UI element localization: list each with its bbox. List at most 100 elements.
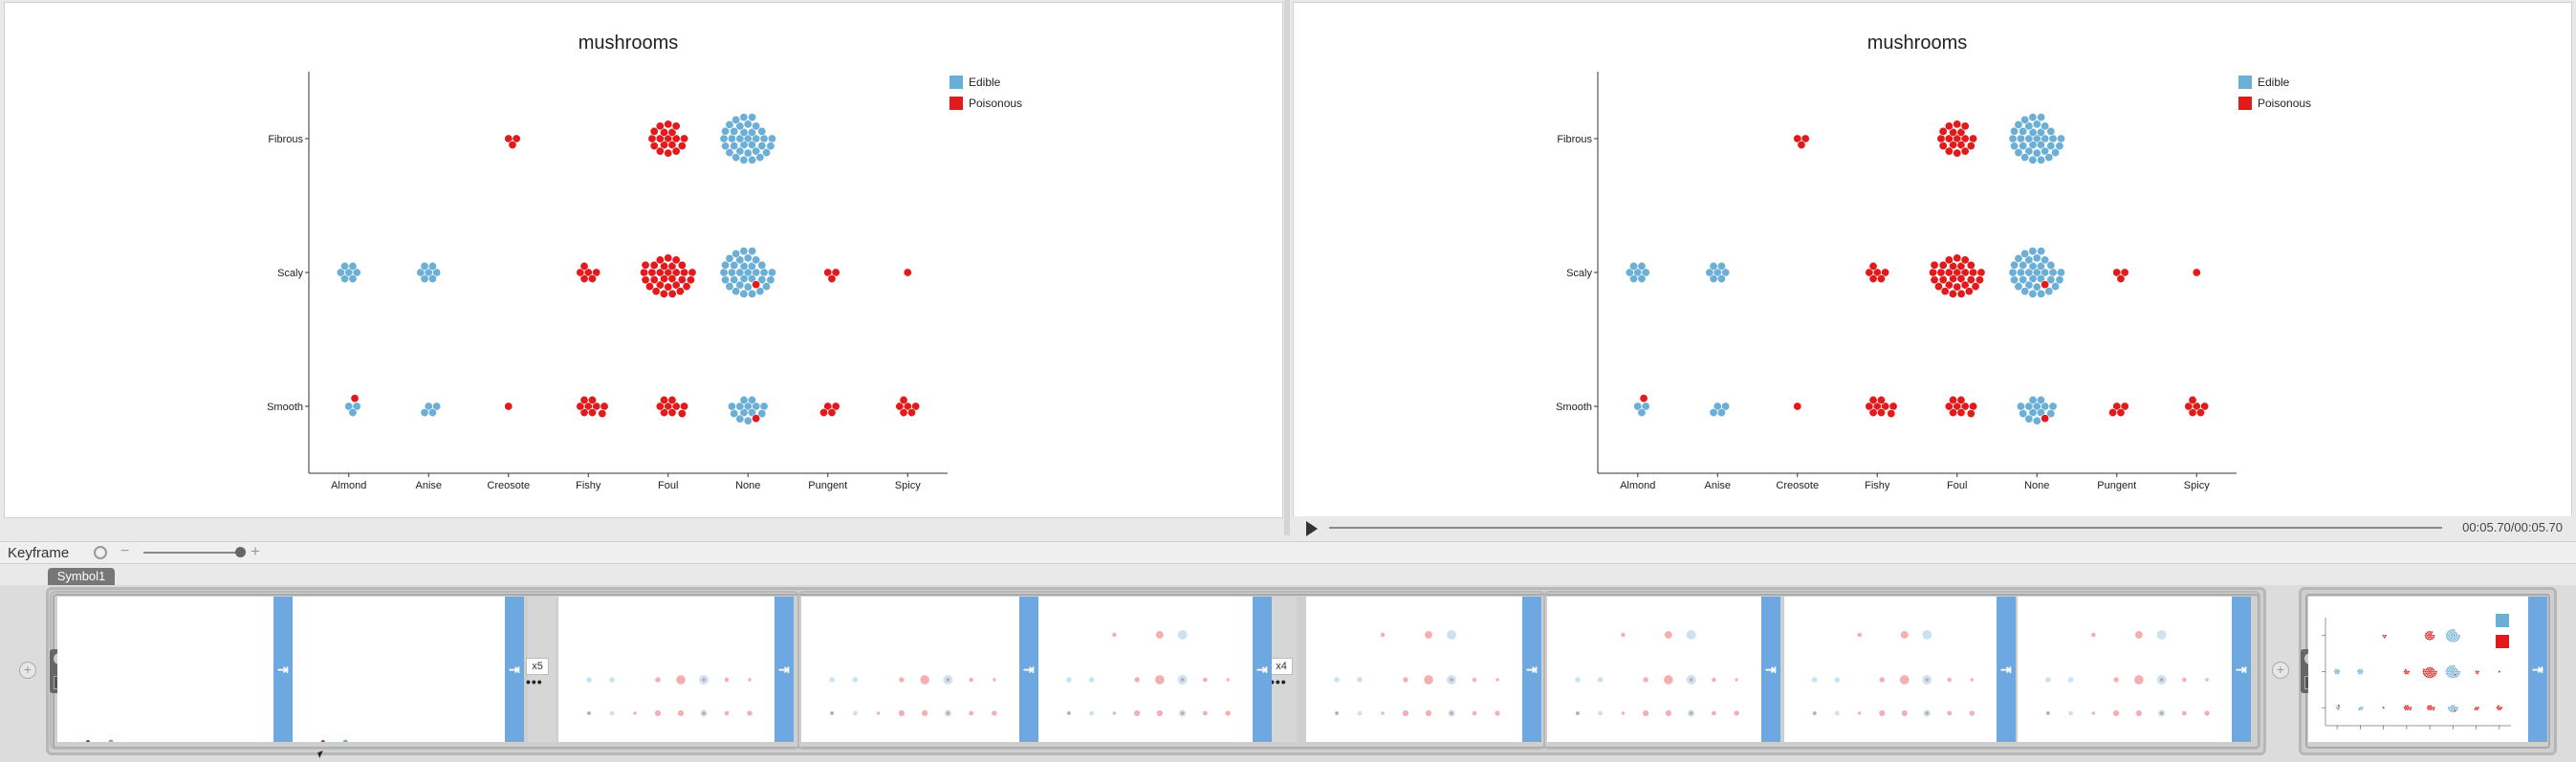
keyframe-thumbnail-chart [586, 675, 753, 717]
data-point-edible [2019, 126, 2028, 136]
data-point-edible [762, 282, 772, 292]
zoom-out-icon[interactable]: − [120, 543, 130, 559]
symbol-tab[interactable]: Symbol1 [48, 568, 115, 585]
data-point-edible [2055, 142, 2064, 151]
data-point-edible [748, 289, 757, 298]
keyframe-thumb[interactable] [2018, 597, 2232, 742]
keyframe-thumbnail-chart [2045, 630, 2210, 717]
data-point-poisonous [2423, 674, 2427, 677]
data-point-edible [2448, 639, 2452, 642]
thumb-point [700, 709, 708, 717]
keyframe-thumb[interactable] [1547, 597, 1761, 742]
data-point-edible [2452, 709, 2455, 713]
data-point-poisonous [1966, 275, 1976, 285]
play-icon[interactable] [1306, 521, 1318, 536]
data-point-edible [727, 268, 736, 277]
x-tick-label: Almond [1620, 480, 1655, 491]
data-point-poisonous [1949, 408, 1958, 418]
data-point-poisonous [2432, 672, 2435, 675]
data-point-poisonous [827, 274, 837, 284]
data-point-edible [2024, 280, 2034, 290]
data-point-poisonous [655, 146, 665, 156]
keyframe-thumb[interactable] [1306, 597, 1522, 742]
keyframe-marker[interactable]: ⇥ [1019, 597, 1038, 742]
thumb-point [1402, 709, 1409, 717]
zoom-slider[interactable] [143, 552, 241, 554]
keyframe-thumb[interactable] [801, 597, 1019, 742]
preview-chart-panel[interactable]: mushrooms Fibrous Scaly Smooth Almond Anise Cr… [1293, 2, 2572, 518]
data-point-poisonous [1944, 255, 1954, 265]
data-point-edible [2455, 675, 2457, 678]
keyframe-thumb[interactable] [1784, 597, 1997, 742]
thumb-point [2135, 709, 2142, 717]
data-point-edible [2449, 638, 2453, 641]
zoom-in-icon[interactable]: + [251, 542, 260, 560]
data-point-edible [2024, 255, 2034, 265]
data-point-edible [2032, 120, 2041, 129]
thumb-point [852, 677, 859, 683]
keyframe-thumb[interactable] [558, 597, 775, 742]
keyframe-marker[interactable]: ⇥ [1761, 597, 1780, 742]
thumb-point [922, 709, 928, 717]
data-point-edible [2041, 146, 2050, 156]
keyframe-thumbnail-chart [1066, 630, 1231, 717]
keyframe-marker[interactable]: ⇥ [1522, 597, 1541, 742]
data-point-edible [1629, 274, 1639, 284]
add-before-icon[interactable]: + [19, 662, 36, 679]
keyframe-group-3[interactable] [1543, 591, 2260, 750]
more-icon[interactable]: ••• [526, 674, 543, 689]
keyframe-marker[interactable]: ⇥ [505, 597, 524, 742]
keyframe-marker[interactable]: ⇥ [2232, 597, 2251, 742]
data-point-poisonous [600, 402, 609, 411]
zoom-slider-handle[interactable] [235, 547, 246, 557]
data-point-edible [1625, 268, 1634, 277]
data-point-edible [2453, 705, 2456, 708]
more-icon[interactable]: ••• [1270, 674, 1287, 689]
source-chart-panel[interactable]: mushrooms Fibrous Scaly Smooth Almond Anise Cr… [4, 2, 1283, 518]
data-point-edible [730, 409, 739, 419]
data-point-poisonous [1936, 134, 1946, 143]
data-point-edible [2447, 674, 2450, 677]
thumb-point [1177, 675, 1188, 685]
thumb-point [676, 675, 686, 685]
data-point-edible [743, 253, 753, 263]
keyframe-marker[interactable]: ⇥ [273, 597, 293, 742]
data-point-poisonous [1953, 253, 1962, 263]
data-point-poisonous [667, 395, 677, 404]
data-point-poisonous [1929, 268, 1938, 277]
add-after-icon[interactable]: + [2272, 662, 2289, 679]
thumb-point [1357, 710, 1363, 716]
keyframe-thumb[interactable] [293, 597, 505, 745]
data-point-poisonous [587, 408, 597, 418]
data-point-edible [2334, 671, 2338, 675]
thumb-point [1066, 677, 1072, 683]
thumb-point [1925, 711, 1929, 715]
thumb-point [1447, 630, 1456, 640]
thumb-point [2113, 677, 2119, 683]
data-point-poisonous [579, 395, 589, 404]
keyframe-marker[interactable]: ⇥ [1997, 597, 2016, 742]
thumb-point [677, 709, 685, 717]
panel-divider[interactable] [1284, 0, 1290, 535]
data-point-poisonous [1956, 261, 1966, 271]
data-point-poisonous [2477, 670, 2480, 673]
data-point-edible [2032, 253, 2041, 263]
keyframe-marker[interactable]: ⇥ [1253, 597, 1272, 742]
thumb-point [1335, 711, 1339, 715]
search-icon[interactable] [94, 546, 107, 559]
thumb-point [1857, 632, 1862, 638]
data-point-poisonous [675, 287, 685, 296]
final-keyframe-thumb[interactable] [2308, 597, 2528, 742]
keyframe-thumbnail-chart [1334, 630, 1500, 717]
data-point-edible [340, 274, 350, 284]
keyframe-thumb[interactable] [1038, 597, 1253, 742]
data-point-edible [757, 260, 767, 270]
data-point-poisonous [1953, 282, 1962, 292]
keyframe-marker[interactable]: ⇥ [2528, 597, 2547, 742]
keyframe-marker[interactable]: ⇥ [775, 597, 794, 742]
data-point-edible [2028, 408, 2038, 418]
playback-scrubber[interactable] [1329, 527, 2442, 529]
keyframe-thumb[interactable] [57, 597, 273, 745]
legend-label: Poisonous [969, 97, 1022, 110]
thumb-point [747, 710, 753, 716]
